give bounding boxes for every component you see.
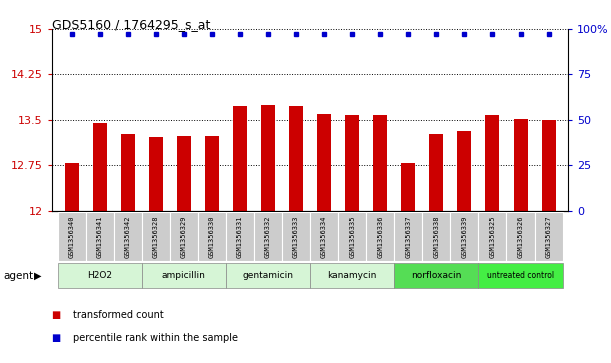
Text: GSM1356340: GSM1356340 bbox=[68, 216, 75, 258]
Bar bbox=[458, 131, 472, 211]
Text: GSM1356342: GSM1356342 bbox=[125, 216, 131, 258]
Bar bbox=[57, 264, 142, 288]
Bar bbox=[226, 212, 254, 261]
Text: ■: ■ bbox=[52, 333, 64, 343]
Bar bbox=[121, 134, 134, 211]
Bar bbox=[541, 120, 555, 211]
Text: norfloxacin: norfloxacin bbox=[411, 271, 461, 280]
Bar bbox=[422, 212, 450, 261]
Bar bbox=[535, 212, 563, 261]
Bar bbox=[366, 212, 394, 261]
Text: GSM1356336: GSM1356336 bbox=[377, 216, 383, 258]
Bar bbox=[317, 114, 331, 211]
Text: H2O2: H2O2 bbox=[87, 271, 112, 280]
Bar bbox=[450, 212, 478, 261]
Text: GSM1356332: GSM1356332 bbox=[265, 216, 271, 258]
Bar bbox=[401, 163, 415, 211]
Text: GSM1356331: GSM1356331 bbox=[237, 216, 243, 258]
Bar bbox=[57, 212, 86, 261]
Text: percentile rank within the sample: percentile rank within the sample bbox=[73, 333, 238, 343]
Text: GSM1356325: GSM1356325 bbox=[489, 216, 496, 258]
Bar bbox=[65, 163, 79, 211]
Bar bbox=[198, 212, 226, 261]
Bar bbox=[289, 106, 303, 211]
Bar bbox=[513, 119, 527, 211]
Text: GSM1356327: GSM1356327 bbox=[546, 216, 552, 258]
Bar bbox=[310, 264, 394, 288]
Bar bbox=[310, 212, 338, 261]
Bar bbox=[254, 212, 282, 261]
Bar bbox=[394, 264, 478, 288]
Text: GSM1356326: GSM1356326 bbox=[518, 216, 524, 258]
Text: gentamicin: gentamicin bbox=[243, 271, 293, 280]
Text: GSM1356333: GSM1356333 bbox=[293, 216, 299, 258]
Text: agent: agent bbox=[3, 271, 33, 281]
Bar bbox=[142, 212, 170, 261]
Text: GSM1356334: GSM1356334 bbox=[321, 216, 327, 258]
Bar bbox=[486, 115, 499, 211]
Text: GSM1356330: GSM1356330 bbox=[209, 216, 215, 258]
Bar bbox=[114, 212, 142, 261]
Text: GDS5160 / 1764295_s_at: GDS5160 / 1764295_s_at bbox=[52, 18, 210, 31]
Text: GSM1356339: GSM1356339 bbox=[461, 216, 467, 258]
Text: untreated control: untreated control bbox=[487, 271, 554, 280]
Bar bbox=[205, 135, 219, 211]
Bar bbox=[148, 137, 163, 211]
Text: ■: ■ bbox=[52, 310, 64, 320]
Text: GSM1356341: GSM1356341 bbox=[97, 216, 103, 258]
Text: kanamycin: kanamycin bbox=[327, 271, 377, 280]
Bar bbox=[338, 212, 366, 261]
Text: GSM1356328: GSM1356328 bbox=[153, 216, 159, 258]
Bar bbox=[86, 212, 114, 261]
Text: transformed count: transformed count bbox=[73, 310, 164, 320]
Text: GSM1356329: GSM1356329 bbox=[181, 216, 187, 258]
Text: ampicillin: ampicillin bbox=[162, 271, 206, 280]
Bar bbox=[282, 212, 310, 261]
Bar bbox=[142, 264, 226, 288]
Bar bbox=[373, 115, 387, 211]
Bar bbox=[507, 212, 535, 261]
Bar bbox=[177, 135, 191, 211]
Bar bbox=[394, 212, 422, 261]
Bar bbox=[478, 212, 507, 261]
Text: GSM1356335: GSM1356335 bbox=[349, 216, 355, 258]
Bar bbox=[345, 115, 359, 211]
Bar bbox=[226, 264, 310, 288]
Bar bbox=[93, 123, 107, 211]
Bar bbox=[233, 106, 247, 211]
Bar bbox=[430, 134, 444, 211]
Bar bbox=[261, 105, 275, 211]
Bar bbox=[478, 264, 563, 288]
Text: GSM1356337: GSM1356337 bbox=[405, 216, 411, 258]
Bar bbox=[170, 212, 198, 261]
Text: ▶: ▶ bbox=[34, 271, 41, 281]
Text: GSM1356338: GSM1356338 bbox=[433, 216, 439, 258]
